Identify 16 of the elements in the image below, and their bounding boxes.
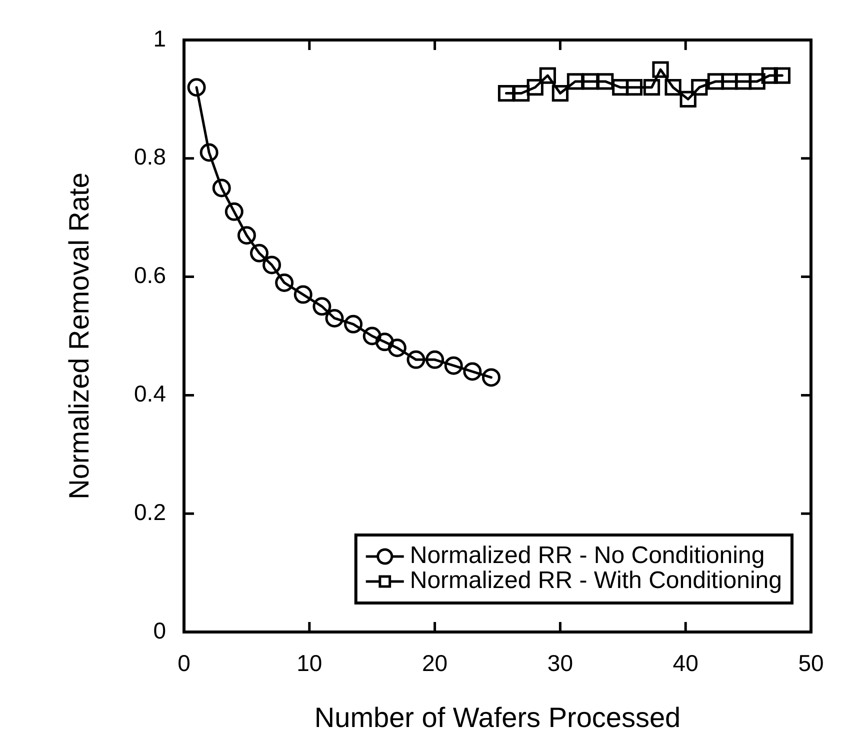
- y-axis-title: Normalized Removal Rate: [64, 172, 95, 500]
- y-tick-label: 0.6: [134, 262, 166, 288]
- legend-label: Normalized RR - With Conditioning: [410, 567, 782, 594]
- x-tick-label: 20: [422, 650, 448, 676]
- x-tick-label: 50: [798, 650, 824, 676]
- x-tick-label: 30: [547, 650, 573, 676]
- y-tick-label: 0.2: [134, 498, 166, 525]
- y-tick-label: 1: [153, 25, 166, 52]
- x-tick-label: 0: [178, 650, 190, 676]
- y-tick-label: 0.8: [134, 144, 166, 170]
- x-tick-label: 40: [672, 650, 698, 676]
- x-tick-label: 10: [296, 650, 322, 676]
- x-axis-title: Number of Wafers Processed: [314, 702, 681, 733]
- y-tick-label: 0: [153, 617, 166, 644]
- legend-label: Normalized RR - No Conditioning: [410, 542, 765, 570]
- y-tick-label: 0.4: [134, 380, 166, 407]
